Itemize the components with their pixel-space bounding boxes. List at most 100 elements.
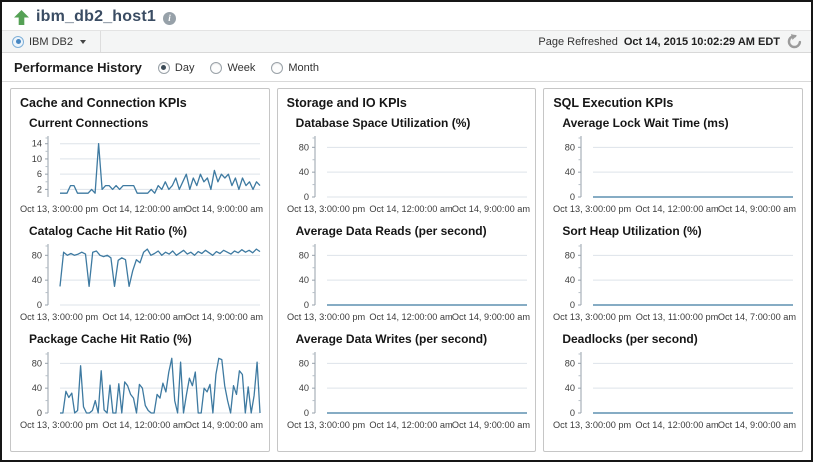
chart-title: Current Connections: [29, 116, 149, 130]
svg-text:80: 80: [298, 142, 308, 152]
period-radio-month[interactable]: Month: [271, 61, 319, 74]
svg-text:0: 0: [37, 408, 42, 418]
chart-title: Catalog Cache Hit Ratio (%): [29, 224, 188, 238]
svg-text:0: 0: [570, 408, 575, 418]
svg-text:10: 10: [32, 154, 42, 164]
chart-block: Database Space Utilization (%) 0 40 80 Oct 1…: [287, 116, 530, 215]
svg-text:Oct 14, 12:00:00 am: Oct 14, 12:00:00 am: [636, 420, 720, 430]
target-menu-label: IBM DB2: [29, 35, 74, 48]
period-radio-label: Day: [174, 61, 195, 74]
svg-text:2: 2: [37, 184, 42, 194]
chart-block: Average Lock Wait Time (ms) 0 40 80 Oct 13, …: [553, 116, 796, 215]
svg-text:Oct 14, 9:00:00 am: Oct 14, 9:00:00 am: [452, 204, 530, 214]
kpi-panels: Cache and Connection KPIs Current Connect…: [2, 82, 811, 460]
period-radio-group: Day Week Month: [157, 61, 319, 74]
svg-text:Oct 14, 12:00:00 am: Oct 14, 12:00:00 am: [369, 420, 453, 430]
chart-block: Sort Heap Utilization (%) 0 40 80 Oct 13, 3:…: [553, 224, 796, 323]
context-bar: IBM DB2 Page Refreshed Oct 14, 2015 10:0…: [2, 30, 811, 53]
svg-text:14: 14: [32, 139, 42, 149]
svg-text:80: 80: [565, 142, 575, 152]
svg-text:80: 80: [32, 358, 42, 368]
chart-block: Current Connections 2 6 10 14 Oct 13, 3:00:00…: [20, 116, 263, 215]
chart-title: Database Space Utilization (%): [295, 116, 471, 130]
svg-text:Oct 14, 12:00:00 am: Oct 14, 12:00:00 am: [102, 204, 186, 214]
kpi-panel-3: SQL Execution KPIs Average Lock Wait Time…: [543, 88, 804, 452]
svg-text:40: 40: [32, 275, 42, 285]
chart-title: Average Lock Wait Time (ms): [562, 116, 729, 130]
svg-text:Oct 13, 3:00:00 pm: Oct 13, 3:00:00 pm: [287, 204, 365, 214]
period-radio-week[interactable]: Week: [210, 61, 256, 74]
chart-plot: 0 40 80 Oct 13, 3:00:00 pm Oct 14, 12:00:00 …: [287, 136, 530, 214]
refresh-icon[interactable]: [786, 33, 803, 50]
chevron-down-icon: [80, 39, 87, 44]
target-menu-button[interactable]: IBM DB2: [2, 31, 102, 52]
page-title: ibm_db2_host1: [36, 8, 156, 25]
svg-text:0: 0: [304, 300, 309, 310]
svg-text:Oct 13, 3:00:00 pm: Oct 13, 3:00:00 pm: [553, 312, 631, 322]
kpi-panel-2: Storage and IO KPIs Database Space Utiliz…: [276, 88, 537, 452]
svg-text:Oct 14, 12:00:00 am: Oct 14, 12:00:00 am: [369, 204, 453, 214]
svg-text:Oct 13, 3:00:00 pm: Oct 13, 3:00:00 pm: [553, 420, 631, 430]
radio-circle-icon: [157, 61, 170, 74]
panel-title: Cache and Connection KPIs: [20, 96, 187, 110]
svg-text:Oct 14, 9:00:00 am: Oct 14, 9:00:00 am: [718, 204, 796, 214]
chart-title: Sort Heap Utilization (%): [562, 224, 702, 238]
chart-block: Catalog Cache Hit Ratio (%) 0 40 80 Oct 13, …: [20, 224, 263, 323]
chart-block: Package Cache Hit Ratio (%) 0 40 80 Oct 13, …: [20, 332, 263, 431]
svg-text:Oct 13, 3:00:00 pm: Oct 13, 3:00:00 pm: [20, 420, 98, 430]
panel-title: SQL Execution KPIs: [553, 96, 674, 110]
title-bar: ibm_db2_host1 i: [2, 2, 811, 30]
svg-text:Oct 13, 3:00:00 pm: Oct 13, 3:00:00 pm: [553, 204, 631, 214]
period-radio-label: Week: [227, 61, 256, 74]
chart-plot: 0 40 80 Oct 13, 3:00:00 pm Oct 14, 12:00:00 …: [287, 352, 530, 430]
chart-plot: 0 40 80 Oct 13, 3:00:00 pm Oct 14, 12:00:00 …: [287, 244, 530, 322]
svg-text:0: 0: [570, 300, 575, 310]
chart-plot: 0 40 80 Oct 13, 3:00:00 pm Oct 14, 12:00:00 …: [20, 244, 263, 322]
kpi-panel-1: Cache and Connection KPIs Current Connect…: [10, 88, 270, 452]
period-radio-label: Month: [288, 61, 319, 74]
up-level-icon[interactable]: [14, 9, 29, 25]
svg-text:Oct 13, 3:00:00 pm: Oct 13, 3:00:00 pm: [20, 312, 98, 322]
svg-text:0: 0: [304, 192, 309, 202]
chart-plot: 0 40 80 Oct 13, 3:00:00 pm Oct 14, 12:00:00 …: [553, 136, 797, 214]
radio-circle-icon: [271, 61, 284, 74]
svg-text:0: 0: [37, 300, 42, 310]
svg-text:Oct 14, 12:00:00 am: Oct 14, 12:00:00 am: [636, 204, 720, 214]
performance-history-title: Performance History: [14, 60, 142, 75]
performance-history-bar: Performance History Day Week Month: [2, 53, 811, 82]
svg-text:Oct 14, 9:00:00 am: Oct 14, 9:00:00 am: [185, 204, 263, 214]
svg-text:40: 40: [32, 383, 42, 393]
chart-block: Average Data Writes (per second) 0 40 80 Oct…: [287, 332, 530, 431]
svg-text:80: 80: [32, 250, 42, 260]
chart-block: Average Data Reads (per second) 0 40 80 Oct …: [287, 224, 530, 323]
svg-text:0: 0: [304, 408, 309, 418]
info-icon[interactable]: i: [162, 11, 176, 25]
svg-text:0: 0: [570, 192, 575, 202]
svg-text:Oct 13, 3:00:00 pm: Oct 13, 3:00:00 pm: [287, 420, 365, 430]
radio-circle-icon: [210, 61, 223, 74]
chart-title: Average Data Reads (per second): [295, 224, 487, 238]
svg-text:Oct 14, 9:00:00 am: Oct 14, 9:00:00 am: [452, 420, 530, 430]
chart-title: Deadlocks (per second): [562, 332, 698, 346]
chart-title: Package Cache Hit Ratio (%): [29, 332, 192, 346]
svg-text:40: 40: [565, 383, 575, 393]
svg-text:Oct 13, 11:00:00 pm: Oct 13, 11:00:00 pm: [636, 312, 719, 322]
chart-plot: 0 40 80 Oct 13, 3:00:00 pm Oct 14, 12:00:00 …: [20, 352, 263, 430]
svg-text:Oct 14, 9:00:00 am: Oct 14, 9:00:00 am: [185, 312, 263, 322]
svg-text:Oct 14, 9:00:00 am: Oct 14, 9:00:00 am: [185, 420, 263, 430]
svg-text:80: 80: [298, 250, 308, 260]
svg-text:Oct 14, 12:00:00 am: Oct 14, 12:00:00 am: [102, 312, 186, 322]
chart-plot: 0 40 80 Oct 13, 3:00:00 pm Oct 13, 11:00:00 …: [553, 244, 797, 322]
period-radio-day[interactable]: Day: [157, 61, 195, 74]
svg-text:Oct 13, 3:00:00 pm: Oct 13, 3:00:00 pm: [20, 204, 98, 214]
svg-text:Oct 14, 9:00:00 am: Oct 14, 9:00:00 am: [452, 312, 530, 322]
page-refreshed-time: Oct 14, 2015 10:02:29 AM EDT: [623, 35, 780, 48]
svg-text:Oct 13, 3:00:00 pm: Oct 13, 3:00:00 pm: [287, 312, 365, 322]
svg-text:80: 80: [298, 358, 308, 368]
svg-text:80: 80: [565, 250, 575, 260]
refresh-cell: Page Refreshed Oct 14, 2015 10:02:29 AM …: [538, 33, 811, 50]
svg-text:40: 40: [298, 383, 308, 393]
page-refreshed-label: Page Refreshed: [538, 35, 618, 48]
svg-text:Oct 14, 12:00:00 am: Oct 14, 12:00:00 am: [369, 312, 453, 322]
